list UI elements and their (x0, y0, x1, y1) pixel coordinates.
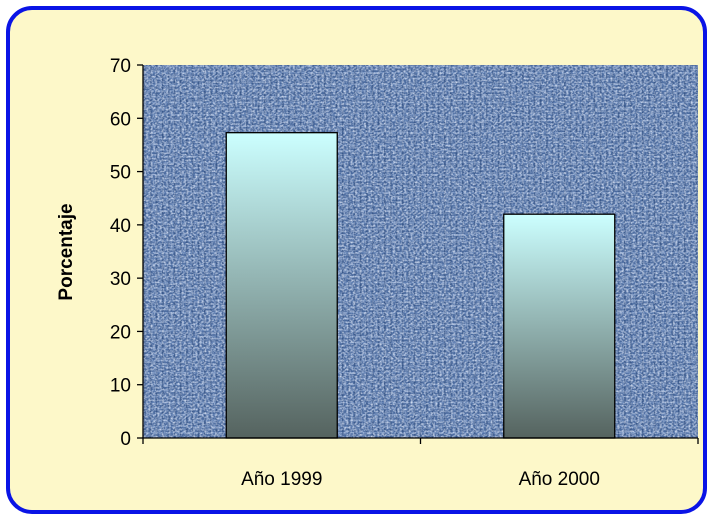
x-ticks: Año 1999 Año 2000 (142, 438, 699, 490)
y-tick-label: 10 (110, 376, 131, 397)
bar-2 (503, 213, 616, 439)
y-tick-label: 0 (120, 429, 131, 450)
y-tick-label: 30 (110, 269, 131, 290)
y-tick-label: 50 (110, 163, 131, 184)
x-category-label: Año 2000 (519, 469, 600, 490)
x-category-label: Año 1999 (241, 469, 322, 490)
y-tick-label: 60 (110, 109, 131, 130)
y-ticks: 0 10 20 30 40 50 60 70 (110, 56, 143, 450)
y-tick-label: 20 (110, 322, 131, 343)
y-tick-label: 40 (110, 216, 131, 237)
bars (225, 132, 616, 439)
y-axis-label: Porcentaje (56, 203, 77, 300)
y-tick-label: 70 (110, 56, 131, 77)
bar-1 (225, 132, 338, 439)
